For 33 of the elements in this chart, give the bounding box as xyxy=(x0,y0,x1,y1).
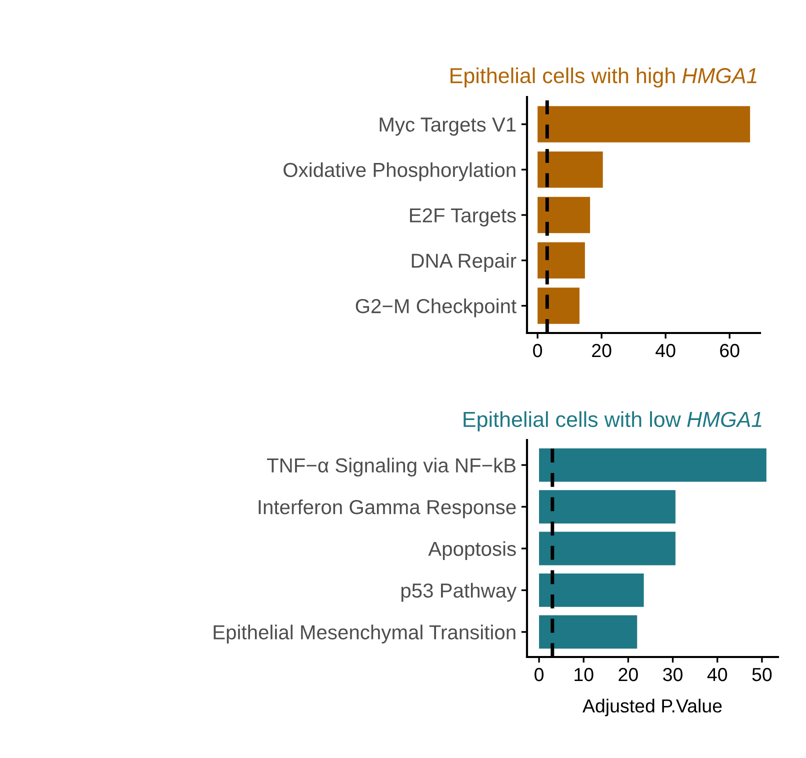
y-tick-label: DNA Repair xyxy=(412,253,516,272)
y-tick-label: Oxidative Phosphorylation xyxy=(284,162,516,182)
y-tick-label: Interferon Gamma Response xyxy=(258,499,516,518)
x-tick-label: 40 xyxy=(656,344,676,358)
x-tick-label: 30 xyxy=(663,668,682,682)
y-tick-label: p53 Pathway xyxy=(401,582,517,602)
x-tick-label: 10 xyxy=(574,668,594,682)
x-tick-label: 0 xyxy=(533,344,542,358)
bar xyxy=(538,288,580,324)
x-tick-label: 0 xyxy=(534,668,544,682)
y-tick-label: Myc Targets V1 xyxy=(380,118,516,136)
bar xyxy=(539,574,644,607)
y-tick-label: Epithelial Mesenchymal Transition xyxy=(214,624,516,644)
y-tick-label: E2F Targets xyxy=(410,208,516,226)
bar xyxy=(538,196,590,234)
y-tick-label: G2−M Checkpoint xyxy=(356,298,516,318)
bar xyxy=(538,242,585,279)
x-tick-label: 50 xyxy=(752,668,772,682)
bar xyxy=(539,615,638,649)
bar xyxy=(539,448,766,482)
bar xyxy=(538,106,750,142)
chart-title: Epithelial cells with high HMGA1 xyxy=(450,67,756,88)
y-tick-label: Apoptosis xyxy=(428,541,516,560)
x-tick-label: 20 xyxy=(618,668,638,682)
y-tick-label: TNF−α Signaling via NF−kB xyxy=(266,458,516,477)
x-tick-label: 20 xyxy=(592,344,612,358)
x-tick-label: 60 xyxy=(720,344,740,358)
chart-title: Epithelial cells with low HMGA1 xyxy=(464,411,762,432)
bar xyxy=(538,151,603,188)
x-tick-label: 40 xyxy=(707,668,728,682)
bar xyxy=(539,532,676,566)
bar xyxy=(539,490,676,524)
x-axis-title: Adjusted P.Value xyxy=(582,698,722,716)
